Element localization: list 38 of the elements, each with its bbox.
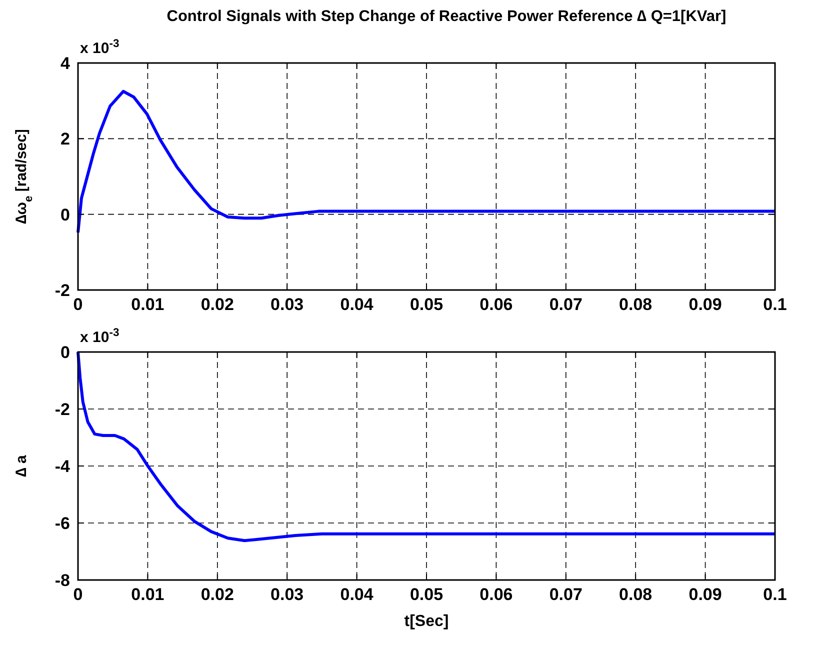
text: x 10$^{-3}$ [80,38,120,57]
x-tick-label: 0.03 [270,585,304,604]
x-tick-label: 0.09 [688,585,722,604]
x-tick-label: 0.06 [480,585,513,604]
x-tick-label: 0.1 [763,295,787,314]
y-tick-label: -6 [54,514,70,533]
text: x 10$^{-3}$ [80,327,120,346]
x-tick-label: 0.01 [131,585,164,604]
y-tick-label: -2 [54,280,70,300]
line-series [76,90,776,234]
x-tick-label: 0.04 [340,585,374,604]
x-tick-label: 0.06 [480,295,513,314]
x-tick-label: 0.02 [200,295,234,314]
x-tick-label: 0.05 [410,585,444,604]
x-axis-title: t[Sec] [404,613,449,630]
y-tick-label: 0 [60,205,70,224]
x-tick-label: 0 [73,585,83,604]
y-tick-label: -4 [54,456,71,476]
y-axis-title: ∆ a [13,454,30,477]
chart-title: Control Signals with Step Change of Reactive Power Reference ∆ Q=1[KVar] [166,8,726,25]
y-tick-label: 4 [60,54,71,73]
x-tick-label: 0.07 [549,585,582,604]
y-tick-label: 0 [60,342,70,362]
x-tick-label: 0 [73,295,83,314]
x-tick-label: 0.1 [763,585,787,604]
x-tick-label: 0.09 [688,295,722,314]
x-tick-label: 0.07 [549,295,582,314]
y-tick-label: -2 [54,400,70,419]
x-tick-label: 0.04 [340,295,374,314]
x-tick-label: 0.08 [619,295,652,314]
x-tick-label: 0.01 [131,295,164,314]
x-tick-label: 0.03 [270,295,304,314]
x-tick-label: 0.02 [200,585,234,604]
y-tick-label: -8 [54,570,70,590]
line-series [76,350,776,542]
y-tick-label: 2 [60,130,70,149]
x-tick-label: 0.05 [410,295,444,314]
x-tick-label: 0.08 [619,585,652,604]
